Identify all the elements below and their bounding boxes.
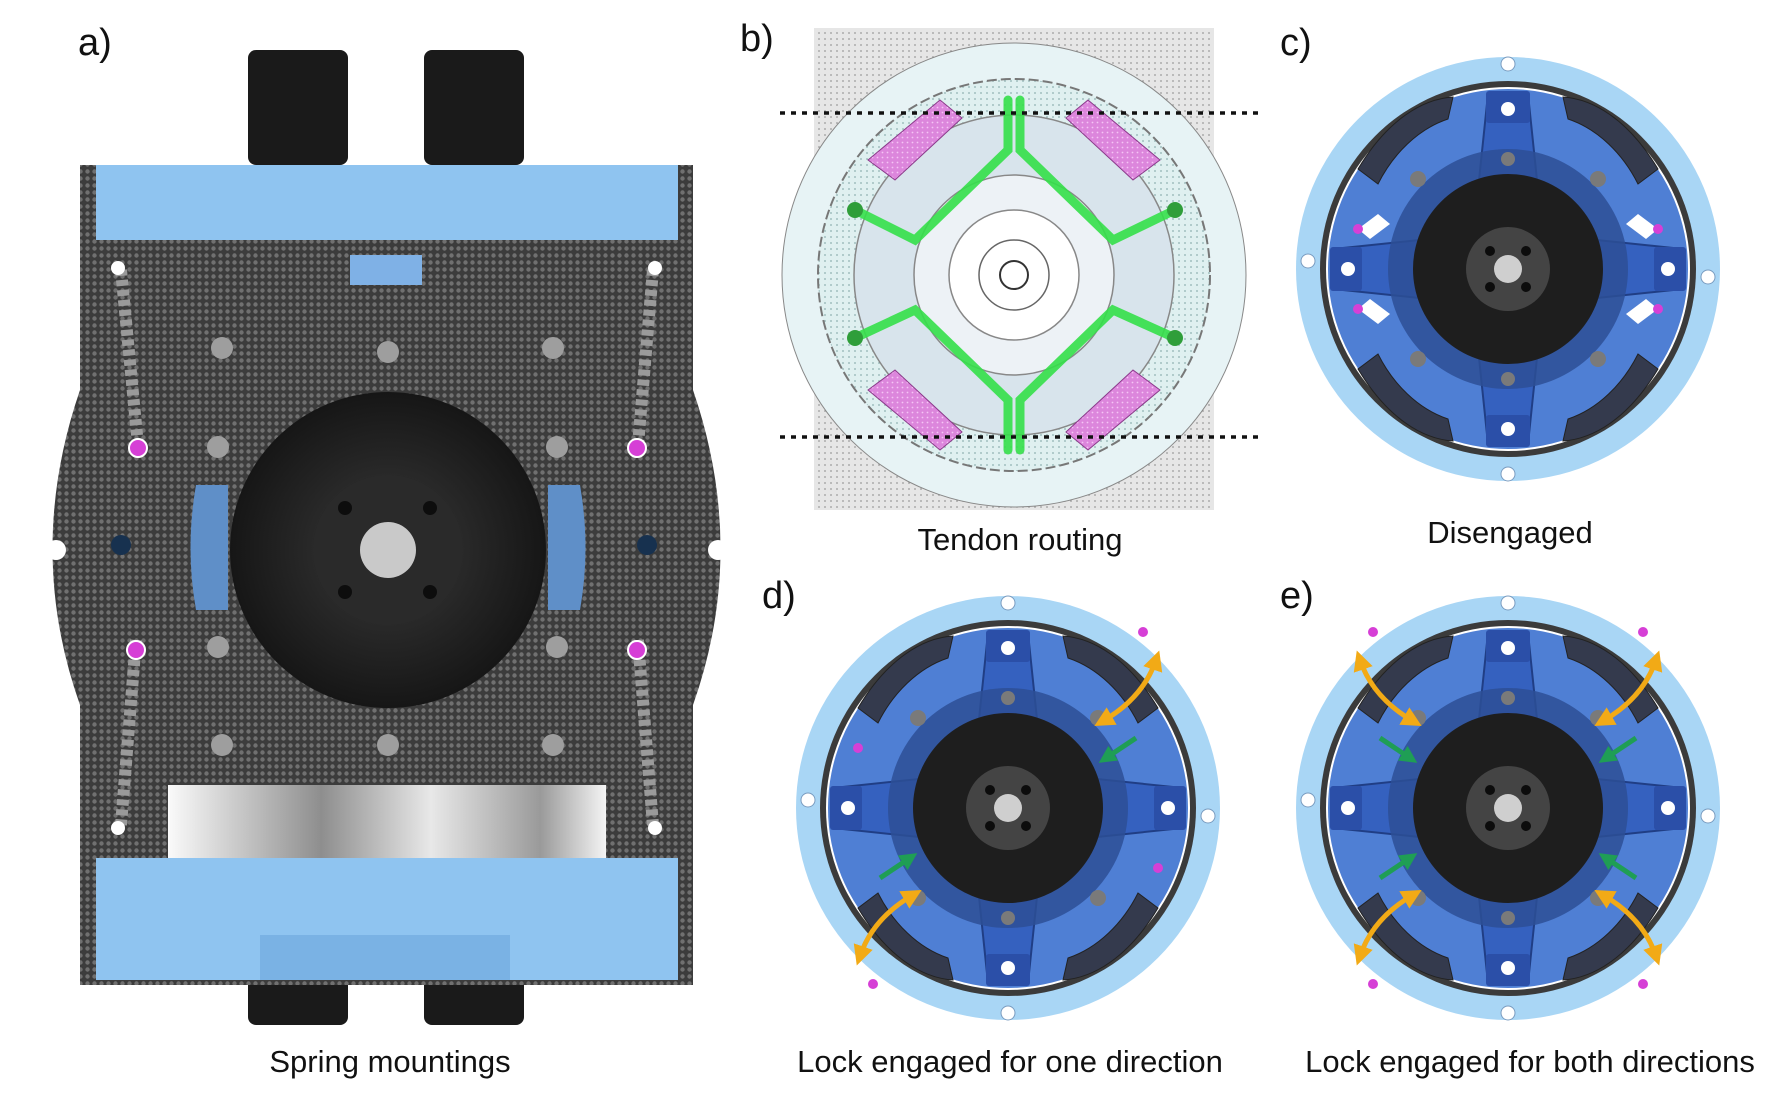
panel-c-caption: Disengaged bbox=[1427, 515, 1593, 550]
panel-e-label: e) bbox=[1280, 575, 1314, 617]
panel-a-label: a) bbox=[78, 22, 112, 64]
figure-canvas bbox=[46, 28, 1721, 1025]
panel-d-caption: Lock engaged for one direction bbox=[797, 1044, 1223, 1079]
panel-b-label: b) bbox=[740, 18, 774, 60]
tendon-routing-diagram bbox=[780, 28, 1262, 510]
panel-c-label: c) bbox=[1280, 22, 1312, 64]
panel-d-label: d) bbox=[762, 575, 796, 617]
panel-a-caption: Spring mountings bbox=[269, 1044, 511, 1079]
lock-both-directions-diagram bbox=[1295, 595, 1721, 1021]
panel-e-caption: Lock engaged for both directions bbox=[1305, 1044, 1755, 1079]
lock-disengaged-diagram bbox=[1295, 56, 1721, 482]
panel-b-caption: Tendon routing bbox=[917, 522, 1123, 557]
spring-mounting-assembly bbox=[46, 50, 728, 1025]
lock-one-direction-diagram bbox=[795, 595, 1221, 1021]
